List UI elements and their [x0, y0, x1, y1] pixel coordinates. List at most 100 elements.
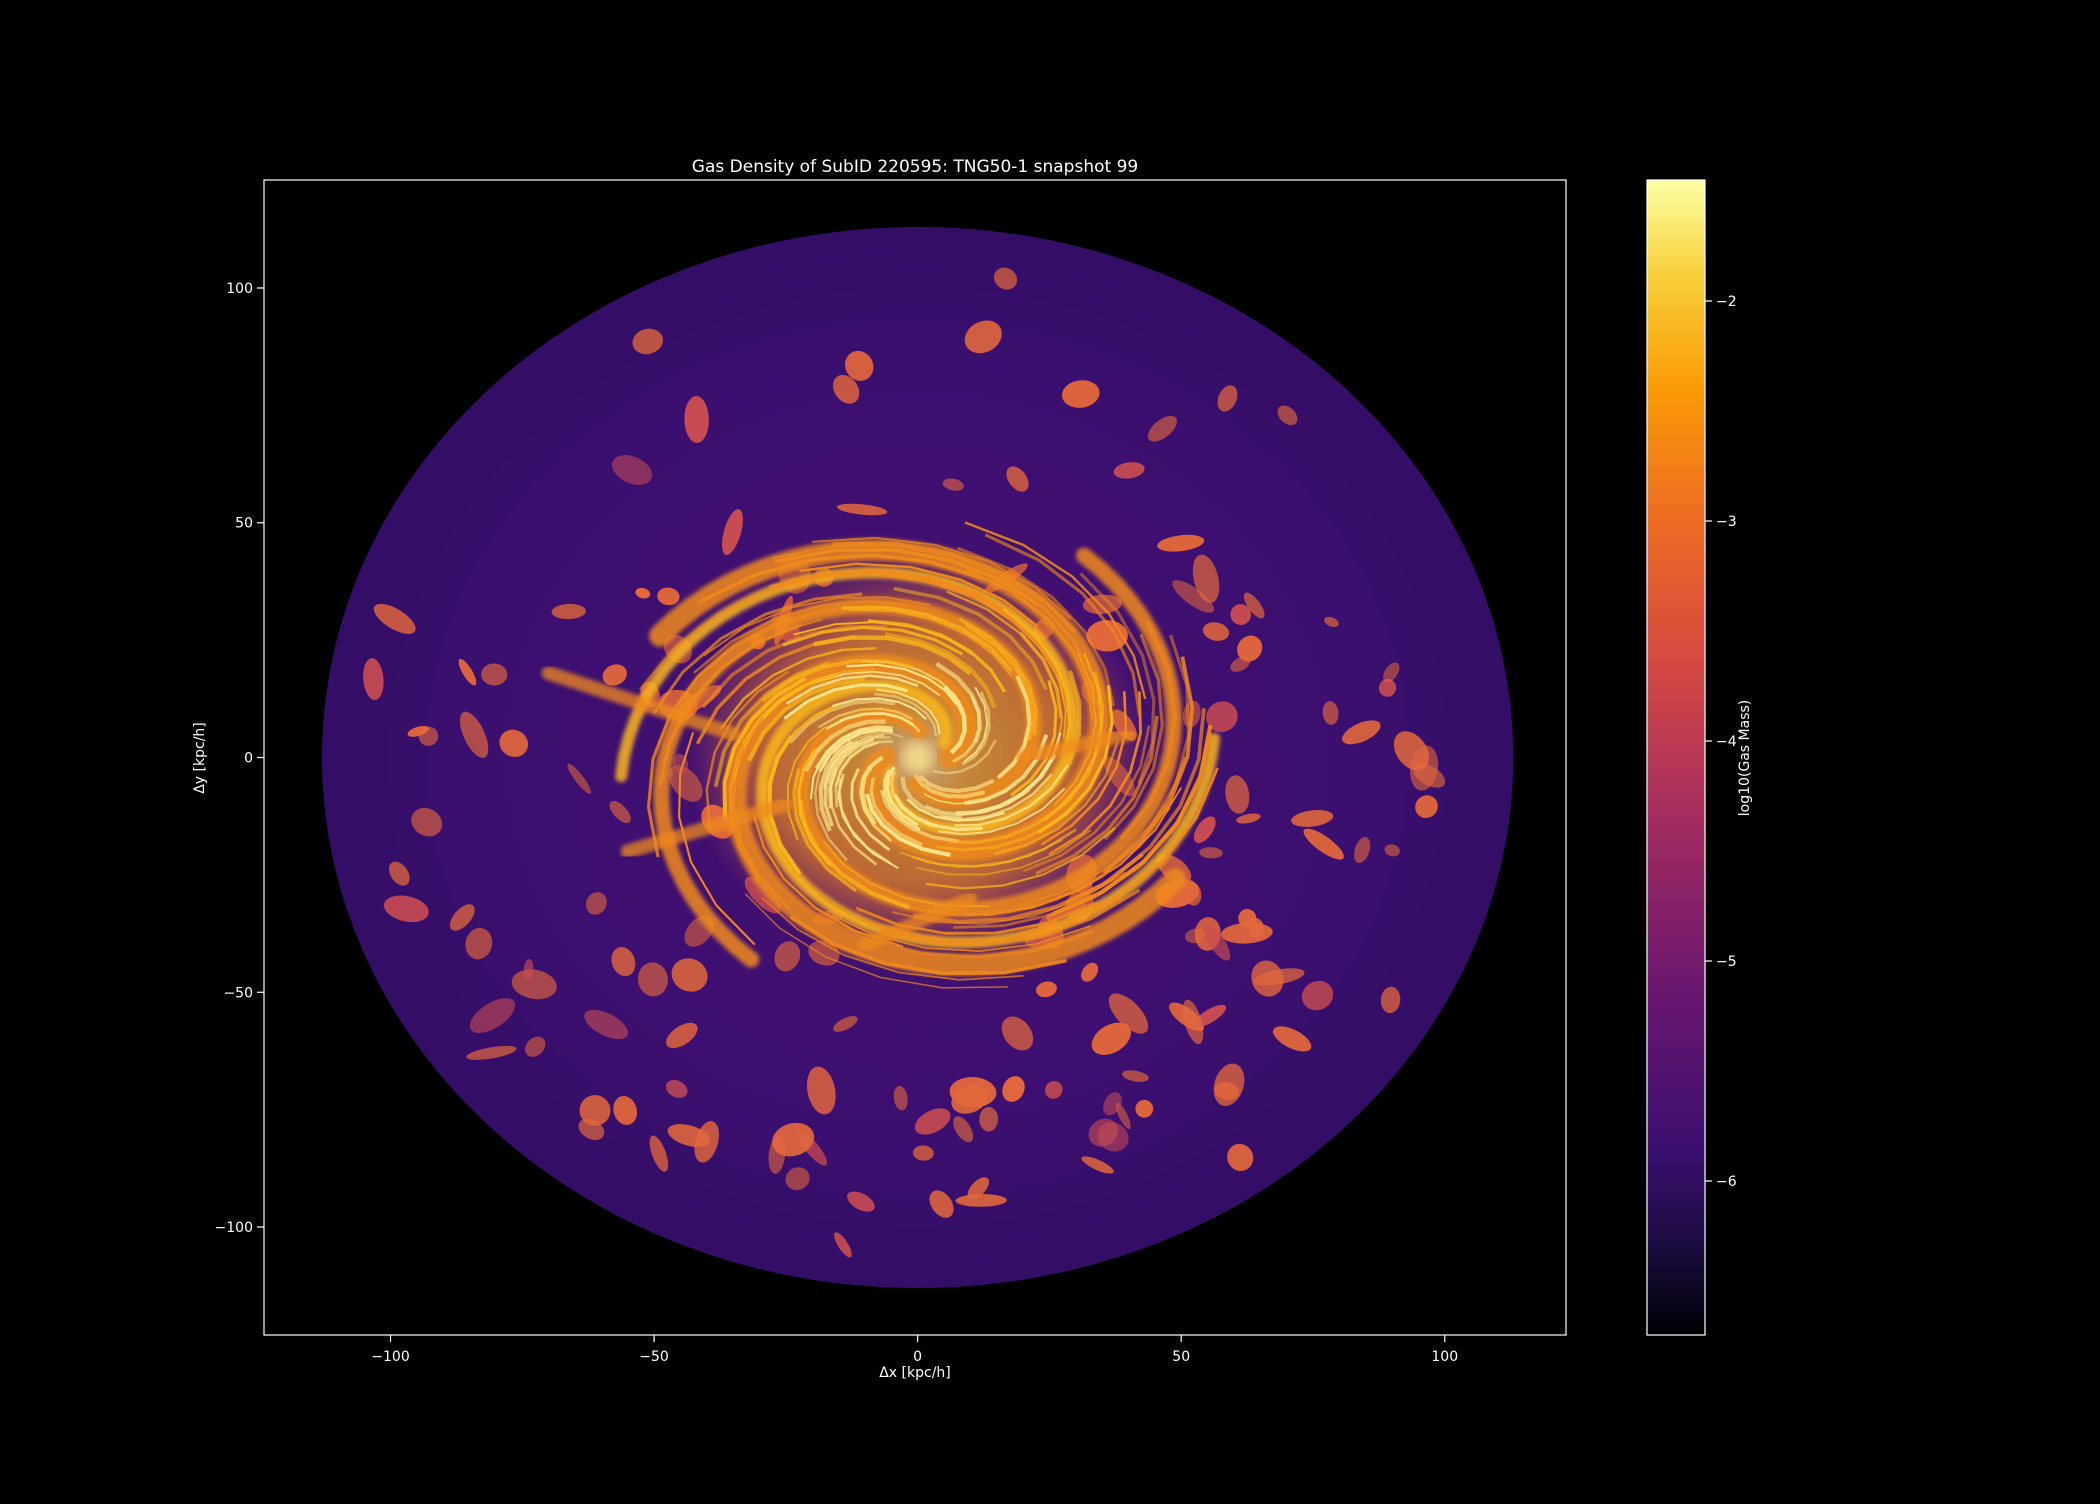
disk-filament — [879, 789, 960, 844]
disk-filament — [925, 827, 1116, 890]
colorbar-tick-label: −5 — [1716, 954, 1737, 970]
x-tick-label: −100 — [371, 1349, 409, 1365]
gas-clump — [602, 664, 627, 686]
gas-clump — [635, 587, 651, 599]
gas-clump — [1243, 592, 1265, 619]
colorbar-tick-label: −6 — [1716, 1174, 1737, 1190]
colorbar-label: log10(Gas Mass) — [1737, 700, 1753, 817]
disk-filament — [832, 697, 927, 720]
gas-clump — [929, 1190, 954, 1218]
disk-filament — [831, 914, 1092, 953]
gas-clump — [1006, 466, 1029, 492]
tidal-tail — [857, 891, 978, 953]
disk-filament — [996, 675, 1032, 780]
gas-clump — [523, 958, 534, 980]
colorbar-axis: −2 −3 −4 −5 −6 — [1705, 294, 1737, 1190]
disk-filament — [884, 632, 997, 709]
gas-clump — [1253, 968, 1305, 986]
disk-filament — [856, 901, 1101, 936]
y-tick-label: −50 — [223, 985, 253, 1001]
disk-filament — [771, 544, 1043, 603]
gas-clump — [383, 895, 429, 923]
gas-clump — [684, 395, 709, 443]
gas-clump — [1227, 1143, 1254, 1172]
disk-filament — [1022, 725, 1151, 873]
gas-clump — [612, 455, 653, 485]
gas-clump — [964, 320, 1002, 354]
disk-filament — [741, 668, 875, 744]
disk-filament — [696, 552, 976, 605]
disk-filament — [761, 896, 1024, 981]
disk-filament — [1040, 691, 1128, 846]
disk-filament — [1079, 572, 1156, 785]
disk-filament — [924, 788, 1031, 816]
gas-clump — [649, 1135, 669, 1172]
disk-filament — [1017, 767, 1219, 936]
disk-filament — [850, 768, 891, 852]
gas-clump — [1121, 1070, 1149, 1082]
gas-clump — [834, 1232, 852, 1258]
gas-clump — [1230, 656, 1251, 672]
gas-clump — [833, 1016, 858, 1032]
disk-filament — [933, 739, 997, 775]
disk-filament — [767, 734, 802, 876]
disk-filament — [900, 776, 963, 820]
disk-filament — [813, 754, 848, 862]
gas-clump — [1342, 720, 1381, 745]
disk-filament — [652, 592, 863, 715]
gas-clump — [1225, 775, 1250, 814]
gas-clump — [1415, 795, 1438, 819]
gas-clump — [1081, 962, 1099, 982]
disk-filament — [964, 521, 1147, 700]
disk-core — [901, 741, 934, 774]
gas-clump — [567, 763, 592, 794]
disk-filament — [923, 783, 1017, 805]
spiral-arm — [756, 679, 1221, 949]
gas-clump — [458, 658, 477, 686]
disk-filament — [1048, 691, 1143, 856]
colorbar — [1647, 180, 1705, 1335]
disk-filament — [984, 787, 1182, 917]
tidal-tail — [541, 665, 741, 742]
disk-filament — [646, 644, 737, 858]
gas-clump — [942, 478, 964, 491]
disk-filament — [1102, 656, 1195, 874]
gas-clump — [1206, 701, 1238, 733]
disk-filament — [825, 712, 915, 731]
disk-filament — [788, 699, 896, 744]
disk-filament — [752, 814, 904, 949]
gas-clump — [1291, 809, 1334, 827]
gas-clump — [637, 962, 668, 997]
gas-clump — [1384, 844, 1401, 857]
gas-clump — [1091, 1022, 1131, 1055]
disk-filament — [789, 915, 1067, 976]
disk-filament — [915, 829, 1092, 876]
gas-clump — [1277, 405, 1298, 426]
gas-clump — [785, 1167, 810, 1191]
disk-filament — [900, 838, 1063, 868]
y-tick-label: 100 — [226, 281, 253, 297]
disk-filament — [937, 787, 1066, 836]
disk-filament — [658, 623, 803, 787]
disk-filament — [786, 674, 919, 705]
disk-filament — [846, 663, 958, 706]
disk-filament — [869, 777, 923, 847]
disk-filament — [913, 773, 986, 799]
gas-clump — [1380, 986, 1401, 1014]
gas-clump — [914, 1108, 951, 1135]
disk-filament — [838, 773, 892, 865]
disk-filament — [965, 568, 1094, 720]
gas-clump — [1192, 554, 1220, 603]
disk-filament — [783, 683, 908, 720]
gas-clump — [951, 1085, 988, 1114]
disk-filament — [893, 586, 1048, 691]
gas-clump — [363, 658, 384, 701]
chart-title: Gas Density of SubID 220595: TNG50-1 sna… — [692, 157, 1138, 177]
gas-clump — [832, 374, 860, 404]
gas-clump — [1115, 1102, 1131, 1130]
gas-clump — [481, 663, 508, 686]
gas-clump — [1113, 462, 1145, 479]
gas-clump — [847, 1191, 875, 1212]
disk-filament — [943, 685, 967, 755]
gas-clump — [1220, 922, 1273, 944]
